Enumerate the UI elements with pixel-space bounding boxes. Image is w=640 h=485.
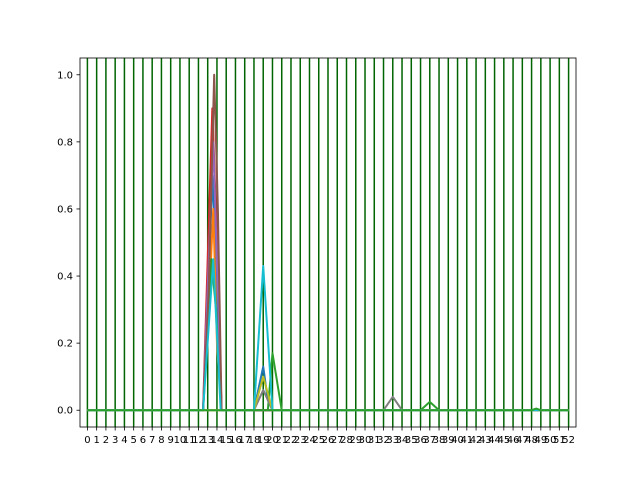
- x-tick-label: 3: [112, 435, 118, 446]
- x-tick-label: 17: [238, 435, 251, 446]
- x-tick-label: 27: [331, 435, 344, 446]
- x-tick-label: 7: [149, 435, 155, 446]
- x-tick-label: 9: [167, 435, 173, 446]
- x-tick-label: 18: [248, 435, 261, 446]
- x-tick-label: 42: [470, 435, 483, 446]
- x-tick-label: 5: [130, 435, 136, 446]
- x-tick-label: 14: [211, 435, 224, 446]
- x-tick-label: 19: [257, 435, 270, 446]
- x-tick-label: 41: [460, 435, 473, 446]
- x-tick-label: 50: [544, 435, 557, 446]
- y-tick-label: 1.0: [57, 70, 73, 81]
- x-tick-label: 22: [285, 435, 298, 446]
- x-tick-label: 8: [158, 435, 164, 446]
- series-group: [87, 73, 569, 412]
- x-tick-label: 33: [386, 435, 399, 446]
- x-tick-label: 32: [377, 435, 390, 446]
- x-tick-label: 51: [553, 435, 566, 446]
- x-tick-label: 35: [405, 435, 418, 446]
- x-tick-label: 1: [93, 435, 99, 446]
- x-tick-label: 34: [396, 435, 409, 446]
- x-tick-label: 37: [423, 435, 436, 446]
- y-tick-label: 0.2: [57, 339, 73, 350]
- x-tick-label: 13: [201, 435, 214, 446]
- y-tick-label: 0.8: [57, 137, 73, 148]
- x-tick-label: 36: [414, 435, 427, 446]
- x-tick-label: 12: [192, 435, 205, 446]
- x-tick-label: 0: [84, 435, 90, 446]
- x-tick-label: 21: [275, 435, 288, 446]
- x-tick-label: 4: [121, 435, 127, 446]
- y-tick-label: 0.0: [57, 406, 73, 417]
- y-tick-label: 0.6: [57, 204, 73, 215]
- y-axis: 0.0 0.2 0.4 0.6 0.8 1.0: [57, 70, 80, 417]
- x-tick-label: 29: [349, 435, 362, 446]
- x-tick-label: 38: [433, 435, 446, 446]
- x-tick-label: 40: [451, 435, 464, 446]
- x-tick-label: 16: [229, 435, 242, 446]
- x-tick-label: 28: [340, 435, 353, 446]
- x-tick-label: 30: [359, 435, 372, 446]
- x-tick-label: 10: [174, 435, 187, 446]
- x-tick-label: 23: [294, 435, 307, 446]
- x-tick-label: 47: [516, 435, 529, 446]
- x-tick-label: 43: [479, 435, 492, 446]
- x-tick-label: 20: [266, 435, 279, 446]
- x-tick-label: 6: [140, 435, 146, 446]
- vertical-lines: [86, 58, 570, 427]
- x-tick-label: 11: [183, 435, 196, 446]
- x-tick-label: 26: [322, 435, 335, 446]
- x-tick-label: 49: [534, 435, 547, 446]
- x-tick-label: 48: [525, 435, 538, 446]
- x-tick-label: 44: [488, 435, 501, 446]
- x-tick-label: 24: [303, 435, 316, 446]
- x-tick-label: 15: [220, 435, 233, 446]
- x-tick-label: 31: [368, 435, 381, 446]
- series-line: [87, 407, 569, 412]
- x-axis: 0 1 2 3 4 5 6 7 8 9 101112131415161718192021222324…: [84, 427, 575, 446]
- x-tick-label: 2: [103, 435, 109, 446]
- x-tick-label: 45: [497, 435, 510, 446]
- x-tick-label: 52: [562, 435, 575, 446]
- x-tick-label: 39: [442, 435, 455, 446]
- x-tick-label: 46: [507, 435, 520, 446]
- x-tick-label: 25: [312, 435, 325, 446]
- y-tick-label: 0.4: [57, 272, 73, 283]
